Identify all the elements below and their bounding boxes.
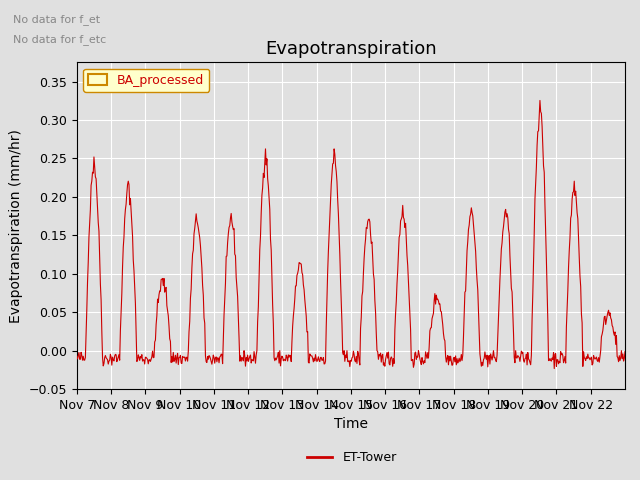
Title: Evapotranspiration: Evapotranspiration (265, 40, 436, 58)
X-axis label: Time: Time (334, 418, 368, 432)
Y-axis label: Evapotranspiration (mm/hr): Evapotranspiration (mm/hr) (9, 129, 23, 323)
Text: No data for f_etc: No data for f_etc (13, 34, 106, 45)
Legend: ET-Tower: ET-Tower (302, 446, 402, 469)
Text: No data for f_et: No data for f_et (13, 14, 100, 25)
Legend: BA_processed: BA_processed (83, 69, 209, 92)
